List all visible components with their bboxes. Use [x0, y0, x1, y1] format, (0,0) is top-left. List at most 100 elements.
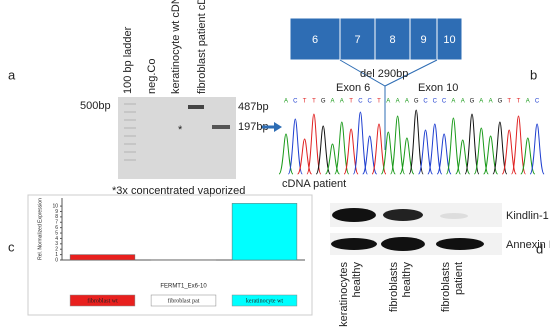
- panel-label: d: [536, 241, 543, 256]
- panel-label: c: [8, 239, 15, 254]
- x-tick-label: fibroblast wt: [87, 297, 118, 304]
- deletion-label: del 290bp: [360, 68, 408, 80]
- trace-peak: [464, 113, 480, 175]
- chart-frame: [27, 194, 313, 316]
- base-label: T: [303, 99, 307, 105]
- base-label: T: [312, 99, 316, 105]
- exon-junction: Exon 10: [418, 82, 458, 94]
- exon-box: [289, 17, 341, 61]
- trace-peak: [325, 143, 340, 175]
- base-label: A: [396, 99, 400, 105]
- trace-peak: [520, 137, 536, 175]
- base-label: C: [442, 99, 447, 105]
- x-tick-label: keratinocyte wt: [246, 298, 283, 304]
- bar: [69, 254, 136, 261]
- blot-lane-label: fibroblasts: [388, 262, 400, 313]
- trace-peak: [501, 129, 517, 175]
- base-label: A: [340, 99, 344, 105]
- y-axis-label: Rel. Normalized Expression: [37, 198, 43, 260]
- trace-peak: [436, 133, 452, 175]
- blot-band: [381, 237, 425, 251]
- base-label: G: [470, 99, 475, 105]
- y-tick-label: 0: [55, 257, 58, 263]
- y-tick-label: 3: [55, 241, 58, 247]
- y-tick-label: 2: [55, 247, 58, 253]
- blot-lane-label: healthy: [401, 262, 413, 298]
- base-label: G: [321, 99, 326, 105]
- asterisk: *: [178, 124, 183, 136]
- base-label: A: [284, 99, 288, 105]
- band-label: 487bp: [238, 101, 269, 113]
- trace-peak: [278, 133, 294, 175]
- y-tick-label: 6: [55, 225, 58, 231]
- panel-label: a: [8, 67, 16, 82]
- chart-title: FERMT1_Ex6-10: [160, 284, 207, 290]
- base-label: T: [349, 99, 353, 105]
- base-label: A: [489, 99, 493, 105]
- trace-peak: [306, 113, 322, 175]
- base-label: A: [451, 99, 455, 105]
- exon-label: 7: [354, 34, 360, 46]
- trace-peak: [511, 115, 526, 175]
- base-label: A: [479, 99, 483, 105]
- trace-peak: [287, 118, 303, 175]
- blot-lane-label: keratinocytes: [338, 262, 350, 327]
- trace-peak: [352, 111, 368, 175]
- trace-peak: [427, 123, 443, 175]
- exon-map: 6 7 8 9 10: [289, 17, 463, 61]
- arrow: [262, 122, 282, 132]
- x-tick-label: fibroblast pat: [168, 297, 200, 304]
- exon-label: 8: [389, 34, 395, 46]
- blot-lane-label: fibroblasts: [440, 262, 452, 313]
- lane-label: fibroblast patient cDNA: [196, 0, 208, 94]
- base-label: G: [498, 99, 503, 105]
- y-tick-label: 10: [52, 203, 58, 209]
- ladder: [124, 103, 136, 161]
- bar: [231, 203, 298, 261]
- lane-label: 100 bp ladder: [122, 26, 134, 94]
- base-label: A: [526, 99, 530, 105]
- base-label: T: [377, 99, 381, 105]
- y-tick-label: 1: [55, 252, 58, 258]
- trace-peak: [483, 135, 499, 175]
- blot-band: [436, 238, 484, 250]
- blot-lane-label: healthy: [351, 262, 363, 298]
- trace-peak: [455, 139, 471, 175]
- marker-label: 500bp: [80, 100, 111, 112]
- exon-label: 6: [312, 34, 318, 46]
- trace-peak: [380, 131, 396, 175]
- category-box: [69, 294, 136, 307]
- bar: [150, 259, 217, 261]
- gel-band: [212, 125, 230, 129]
- y-tick-label: 4: [55, 236, 58, 242]
- base-label: G: [414, 99, 419, 105]
- y-tick-label: 7: [55, 220, 58, 226]
- base-label: A: [330, 99, 334, 105]
- trace-peak: [362, 135, 378, 175]
- protein-label: Kindlin-1: [506, 210, 549, 222]
- exon-label: 10: [443, 34, 455, 46]
- exon-box: [374, 17, 411, 61]
- trace-peak: [399, 137, 415, 175]
- exon-box: [436, 17, 463, 61]
- y-tick-label: 8: [55, 214, 58, 220]
- base-label: C: [423, 99, 428, 105]
- base-label: C: [535, 99, 540, 105]
- blot-band: [332, 208, 376, 222]
- base-label: T: [507, 99, 511, 105]
- base-label: A: [461, 99, 465, 105]
- panel-label: b: [530, 67, 537, 82]
- band-label: 197bp: [238, 121, 269, 133]
- lane-label: keratinocyte wt cDNA: [170, 0, 182, 94]
- trace-peak: [492, 121, 508, 175]
- base-label: A: [386, 99, 390, 105]
- blot-band: [383, 209, 423, 221]
- trace-peak: [315, 125, 331, 175]
- lane-label: neg.Co: [146, 59, 158, 94]
- blot-band: [440, 213, 468, 219]
- protein-label: Annexin I: [506, 239, 550, 251]
- trace-peak: [529, 123, 545, 175]
- trace-peak: [408, 109, 424, 175]
